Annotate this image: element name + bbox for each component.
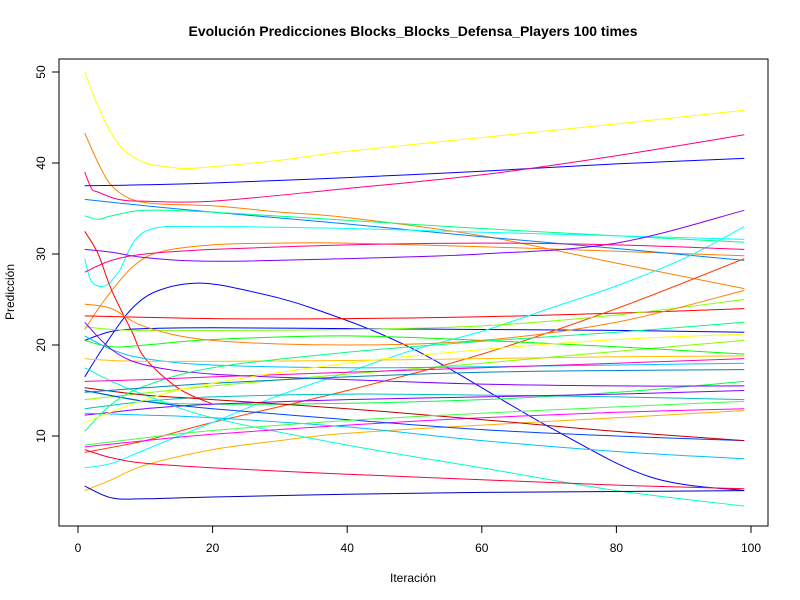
series-line-31 xyxy=(84,355,745,362)
plot-frame xyxy=(58,58,769,527)
series-line-21 xyxy=(84,367,745,507)
y-tick-label: 10 xyxy=(34,429,48,443)
series-line-35 xyxy=(84,242,745,273)
series-line-22 xyxy=(84,485,745,500)
series-line-32 xyxy=(84,289,745,346)
x-tick-label: 20 xyxy=(206,541,220,555)
y-tick-label: 50 xyxy=(34,65,48,79)
series-line-34 xyxy=(84,321,745,432)
x-tick-label: 40 xyxy=(341,541,355,555)
x-tick-label: 100 xyxy=(741,541,761,555)
x-tick-label: 80 xyxy=(610,541,624,555)
series-line-36 xyxy=(84,369,745,393)
series-line-17 xyxy=(84,339,745,401)
series-line-28 xyxy=(84,335,745,355)
series-line-29 xyxy=(84,335,745,369)
series-line-20 xyxy=(84,390,745,416)
series-line-19 xyxy=(84,393,745,410)
y-tick-label: 30 xyxy=(34,247,48,261)
series-line-8 xyxy=(84,225,745,287)
series-line-9 xyxy=(84,209,745,262)
x-tick-label: 60 xyxy=(475,541,489,555)
series-line-4 xyxy=(84,157,745,187)
series-line-16 xyxy=(84,226,745,469)
series-line-23 xyxy=(84,449,745,490)
series-line-24 xyxy=(84,408,745,448)
x-axis-label: Iteración xyxy=(390,571,436,585)
series-line-39 xyxy=(84,333,745,423)
series-layer xyxy=(84,71,745,507)
series-line-15 xyxy=(84,410,745,492)
series-line-3 xyxy=(84,242,745,330)
y-axis: 10 20 30 40 50 xyxy=(34,65,60,443)
x-tick-label: 0 xyxy=(75,541,82,555)
series-line-12 xyxy=(84,282,745,492)
series-line-26 xyxy=(84,390,745,442)
y-axis-label: Predicción xyxy=(3,264,17,320)
series-line-37 xyxy=(84,358,745,382)
series-line-33 xyxy=(84,321,745,387)
y-tick-label: 40 xyxy=(34,156,48,170)
series-line-13 xyxy=(84,308,745,320)
series-line-6 xyxy=(84,198,745,261)
chart-title: Evolución Predicciones Blocks_Blocks_Def… xyxy=(188,23,637,39)
series-line-10 xyxy=(84,231,213,405)
series-line-30 xyxy=(84,299,745,332)
series-line-5 xyxy=(84,134,745,203)
series-line-27 xyxy=(84,387,745,442)
series-line-1 xyxy=(84,71,745,170)
series-line-25 xyxy=(84,412,745,460)
y-tick-label: 20 xyxy=(34,338,48,352)
series-line-38 xyxy=(84,400,745,446)
x-axis: 0 20 40 60 80 100 xyxy=(75,525,761,555)
series-line-14 xyxy=(84,258,745,453)
